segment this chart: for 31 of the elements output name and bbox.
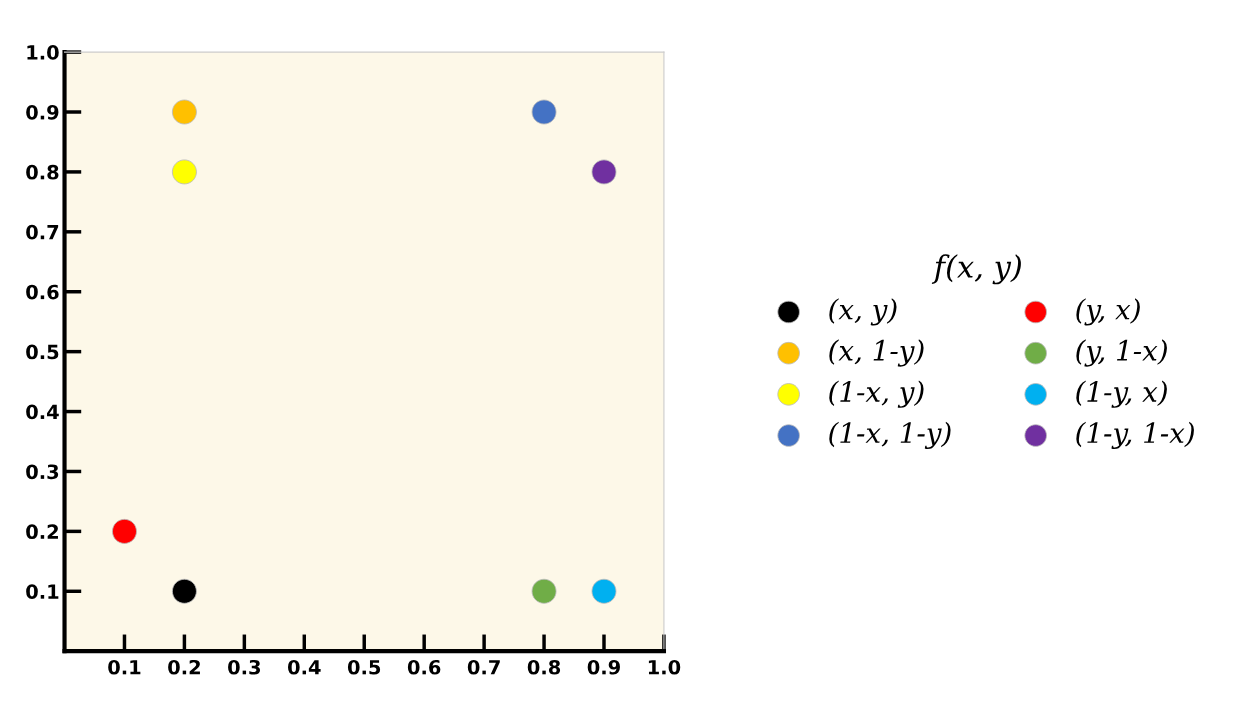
y-tick-label: 0.2: [26, 524, 58, 540]
legend-label: (x, 1-y): [829, 339, 924, 367]
legend-label: (x, y): [829, 298, 897, 326]
y-tick-label: 0.7: [26, 224, 59, 240]
y-tick-label: 0.8: [26, 164, 59, 180]
x-tick-label: 0.2: [168, 659, 200, 675]
legend-label: (1-y, 1-x): [1076, 421, 1194, 449]
legend-label: (1-x, 1-y): [829, 421, 951, 449]
y-tick-label: 0.4: [26, 404, 59, 420]
x-tick-label: 0.9: [587, 659, 620, 675]
point: [531, 578, 557, 604]
legend-title: f(x, y): [931, 254, 1021, 285]
y-tick-label: 1.0: [27, 45, 59, 60]
legend-label: (1-x, y): [829, 380, 924, 408]
x-tick-label: 0.8: [527, 659, 561, 675]
legend-label: (1-y, x): [1076, 380, 1167, 408]
legend-label: (y, 1-x): [1076, 339, 1167, 367]
x-tick-label: 0.6: [407, 659, 441, 675]
y-tick-label: 0.6: [26, 284, 59, 300]
x-tick-label: 0.4: [288, 659, 321, 675]
x-tick-label: 0.7: [467, 659, 500, 675]
legend-label: (y, x): [1076, 298, 1140, 326]
y-tick-label: 0.9: [26, 104, 59, 120]
point: [591, 578, 617, 604]
y-tick-label: 0.3: [26, 464, 59, 480]
x-tick-label: 1.0: [648, 659, 681, 675]
x-tick-label: 0.3: [228, 659, 261, 675]
y-tick-label: 0.1: [26, 584, 59, 599]
x-tick-label: 0.1: [108, 659, 141, 675]
y-tick-label: 0.5: [26, 344, 59, 360]
x-tick-label: 0.5: [347, 659, 381, 675]
